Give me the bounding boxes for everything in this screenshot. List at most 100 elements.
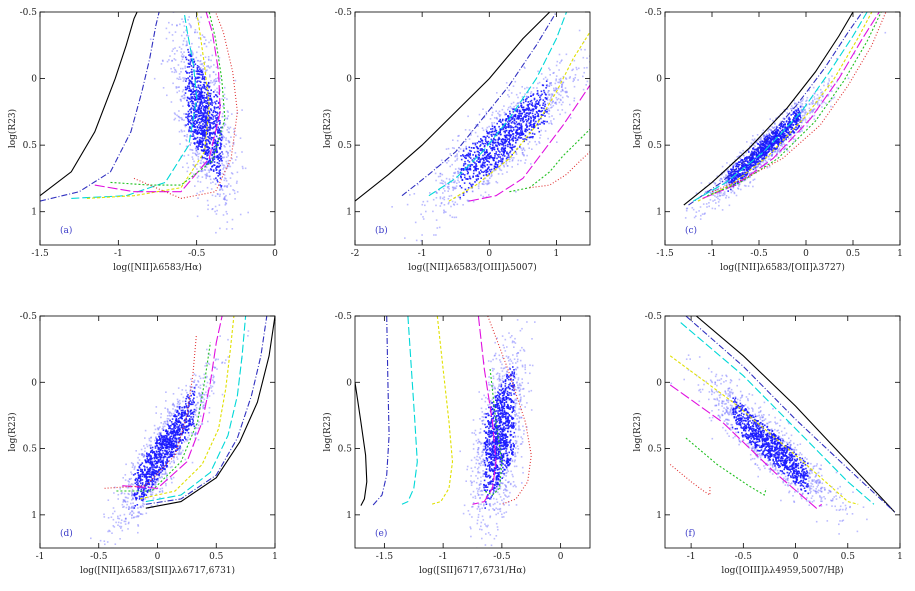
data-point [182, 449, 184, 452]
data-point [512, 85, 515, 87]
data-point [188, 22, 191, 25]
data-point [555, 96, 558, 99]
data-point [760, 143, 762, 146]
data-point [211, 208, 213, 211]
data-point [201, 92, 203, 94]
data-point [527, 112, 529, 114]
data-point [186, 72, 188, 74]
data-point [171, 481, 173, 484]
data-point [198, 46, 200, 48]
data-point [827, 93, 830, 96]
data-point [185, 34, 188, 37]
data-point [123, 520, 126, 523]
data-point [501, 119, 504, 122]
data-point [160, 63, 163, 65]
data-point [526, 114, 528, 117]
data-point [791, 108, 793, 110]
data-point [457, 177, 459, 179]
data-point [762, 133, 765, 136]
data-point [812, 99, 814, 102]
data-point [483, 135, 486, 138]
data-point [190, 110, 192, 113]
data-point [204, 81, 207, 84]
data-point [738, 175, 740, 177]
x-tick-label: 1 [897, 249, 903, 259]
data-point [135, 498, 137, 501]
y-tick-label: 0 [31, 75, 37, 85]
data-point [468, 138, 471, 140]
data-point [525, 128, 528, 131]
data-point [182, 67, 184, 70]
data-point [443, 209, 445, 212]
data-point [210, 118, 212, 120]
data-point [177, 405, 179, 408]
data-point [799, 130, 802, 133]
data-point [572, 80, 574, 83]
data-point [170, 460, 173, 463]
data-point [465, 148, 468, 150]
data-point [217, 140, 219, 142]
data-point [182, 166, 184, 168]
data-point [486, 143, 489, 145]
data-point [711, 207, 714, 210]
data-point [488, 156, 491, 159]
data-point [561, 86, 563, 88]
data-point [742, 164, 745, 167]
data-point [199, 67, 202, 69]
data-point [533, 116, 536, 118]
data-point [460, 158, 463, 161]
data-point [196, 67, 199, 69]
data-point [705, 203, 708, 205]
data-point [190, 25, 192, 27]
data-point [440, 163, 442, 166]
data-point [548, 110, 551, 112]
data-point [113, 492, 115, 494]
data-point [201, 137, 203, 140]
data-point [485, 111, 488, 113]
data-point [795, 119, 797, 122]
data-point [530, 129, 533, 131]
data-point [758, 163, 761, 165]
data-point [198, 142, 201, 145]
data-point [488, 194, 490, 196]
data-point [459, 171, 462, 174]
data-point [225, 137, 227, 139]
data-point [178, 130, 181, 133]
data-point [179, 117, 181, 119]
data-point [483, 183, 485, 186]
data-point [188, 82, 191, 85]
data-point [181, 130, 183, 133]
data-point [222, 115, 224, 118]
data-point [195, 105, 198, 107]
data-point [424, 204, 426, 207]
data-point [197, 180, 199, 183]
data-point [509, 144, 512, 146]
data-point [730, 181, 733, 184]
data-point [191, 116, 193, 118]
x-tick-label: -1 [708, 249, 717, 259]
data-point [191, 421, 194, 424]
data-point [166, 94, 168, 97]
data-point [490, 173, 493, 175]
data-point [223, 97, 226, 99]
data-point [219, 169, 222, 171]
data-point [200, 120, 203, 123]
data-point [554, 82, 557, 85]
data-point [207, 161, 210, 164]
data-point [190, 123, 192, 125]
data-point [150, 463, 153, 466]
data-point [391, 206, 393, 208]
data-point [153, 457, 156, 460]
data-point [783, 121, 785, 123]
data-point [503, 151, 506, 154]
data-point [184, 125, 187, 128]
data-point [806, 125, 808, 127]
data-point [822, 95, 824, 97]
data-point [712, 190, 714, 192]
curve-model-4 [86, 12, 210, 199]
data-point [131, 514, 133, 517]
data-point [223, 122, 226, 124]
data-point [450, 205, 452, 208]
data-point [170, 450, 173, 453]
data-point [458, 168, 461, 171]
